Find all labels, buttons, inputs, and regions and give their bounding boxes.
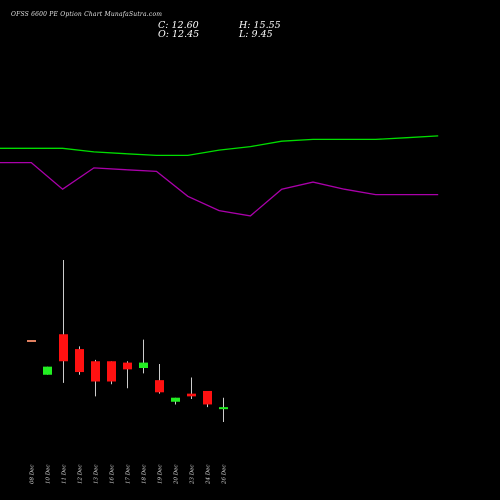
x-tick-label: 11 Dec [62,465,68,485]
candle-body [27,340,36,342]
x-tick-label: 12 Dec [78,465,84,485]
close-value: C: 12.60 [158,20,199,31]
candle-body [107,361,116,382]
x-tick-label: 16 Dec [110,465,116,485]
upper-line [0,135,439,157]
candle-body [123,362,132,370]
candle-body [59,334,68,362]
lower-line [0,161,439,217]
candle-body [91,361,100,382]
x-tick-label: 26 Dec [222,465,228,486]
candle-body [43,366,52,375]
x-tick-label: 20 Dec [174,465,180,486]
high-value: H: 15.55 [239,20,281,31]
x-tick-label: 17 Dec [126,465,132,485]
x-tick-label: 18 Dec [142,465,148,485]
candle-body [203,390,212,405]
x-tick-label: 23 Dec [190,465,196,486]
candle-body [187,393,196,397]
candle-body [219,407,228,410]
x-tick-label: 13 Dec [94,465,100,485]
x-tick-label: 24 Dec [206,465,212,486]
candle-body [139,362,148,368]
candle-body [75,349,84,373]
x-tick-label: 10 Dec [46,465,52,485]
candle-body [155,380,164,393]
candle-body [171,397,180,402]
open-value: O: 12.45 [158,29,200,40]
x-tick-label: 19 Dec [158,465,164,485]
low-value: L: 9.45 [239,29,273,40]
chart-title: OFSS 6600 PE Option Chart MunafaSutra.co… [11,11,163,18]
x-tick-label: 08 Dec [30,465,36,485]
